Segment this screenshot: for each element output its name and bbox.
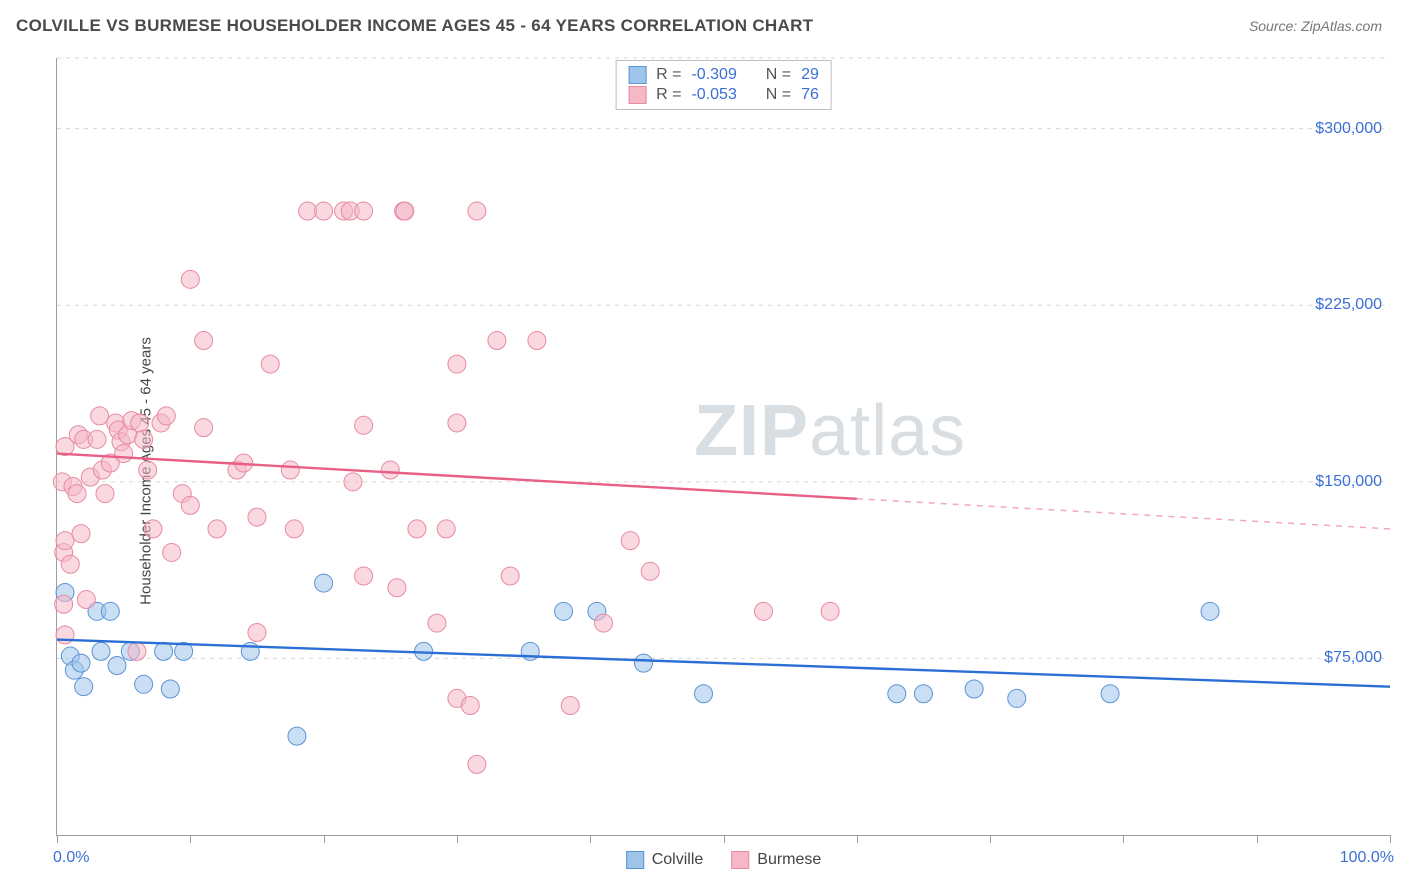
legend-label: Colville bbox=[652, 851, 704, 869]
legend-swatch bbox=[626, 851, 644, 869]
r-label: R = bbox=[656, 86, 681, 104]
legend-swatch bbox=[628, 86, 646, 104]
n-value: 29 bbox=[801, 66, 819, 84]
x-tick bbox=[590, 835, 591, 843]
x-axis-max-label: 100.0% bbox=[1340, 849, 1394, 867]
stats-row: R = -0.053 N = 76 bbox=[628, 85, 819, 105]
x-tick bbox=[724, 835, 725, 843]
chart-title: COLVILLE VS BURMESE HOUSEHOLDER INCOME A… bbox=[16, 16, 813, 36]
trend-line-extrapolated bbox=[857, 499, 1390, 529]
x-tick bbox=[190, 835, 191, 843]
x-axis-min-label: 0.0% bbox=[53, 849, 89, 867]
r-value: -0.309 bbox=[691, 66, 736, 84]
x-tick bbox=[57, 835, 58, 843]
series-legend: Colville Burmese bbox=[626, 851, 822, 869]
r-value: -0.053 bbox=[691, 86, 736, 104]
n-label: N = bbox=[766, 66, 791, 84]
y-tick-label: $75,000 bbox=[1324, 649, 1382, 667]
lines-layer bbox=[57, 58, 1390, 835]
x-tick bbox=[857, 835, 858, 843]
y-tick-label: $225,000 bbox=[1315, 296, 1382, 314]
r-label: R = bbox=[656, 66, 681, 84]
x-tick bbox=[1257, 835, 1258, 843]
legend-label: Burmese bbox=[757, 851, 821, 869]
stats-legend: R = -0.309 N = 29 R = -0.053 N = 76 bbox=[615, 60, 832, 110]
legend-item: Colville bbox=[626, 851, 704, 869]
source-attribution: Source: ZipAtlas.com bbox=[1249, 18, 1382, 34]
y-tick-label: $150,000 bbox=[1315, 473, 1382, 491]
y-tick-label: $300,000 bbox=[1315, 120, 1382, 138]
trend-line bbox=[57, 640, 1390, 687]
chart-container: Householder Income Ages 45 - 64 years ZI… bbox=[0, 50, 1406, 892]
legend-swatch bbox=[731, 851, 749, 869]
x-tick bbox=[457, 835, 458, 843]
stats-row: R = -0.309 N = 29 bbox=[628, 65, 819, 85]
x-tick bbox=[324, 835, 325, 843]
legend-item: Burmese bbox=[731, 851, 821, 869]
plot-area: ZIPatlas R =-0.309 N =29R =-0.053 N =76 … bbox=[56, 58, 1390, 836]
x-tick bbox=[1123, 835, 1124, 843]
n-value: 76 bbox=[801, 86, 819, 104]
trend-line bbox=[57, 454, 857, 499]
x-tick bbox=[1390, 835, 1391, 843]
legend-swatch bbox=[628, 66, 646, 84]
n-label: N = bbox=[766, 86, 791, 104]
x-tick bbox=[990, 835, 991, 843]
